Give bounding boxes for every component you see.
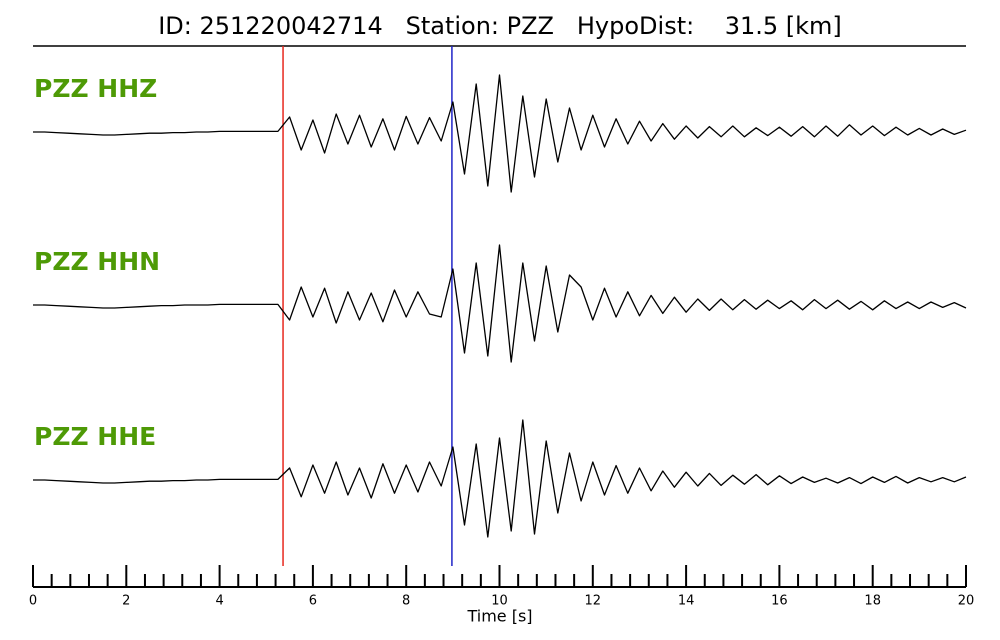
trace-label: PZZ HHN <box>34 247 160 276</box>
x-tick-label: 4 <box>215 594 223 609</box>
waveform <box>33 244 967 363</box>
x-tick-label: 16 <box>771 594 788 609</box>
chart-title: ID: 251220042714 Station: PZZ HypoDist: … <box>158 12 842 40</box>
x-tick-label: 12 <box>585 594 602 609</box>
x-tick-label: 2 <box>122 594 130 609</box>
waveform <box>33 74 967 193</box>
x-tick-label: 6 <box>309 594 317 609</box>
x-tick-label: 10 <box>491 594 508 609</box>
trace-label: PZZ HHE <box>34 422 156 451</box>
x-tick-label: 8 <box>402 594 410 609</box>
x-tick-label: 18 <box>864 594 881 609</box>
x-tick-label: 14 <box>678 594 695 609</box>
trace-label: PZZ HHZ <box>34 74 157 103</box>
x-axis-label: Time [s] <box>466 607 532 626</box>
x-tick-label: 0 <box>29 594 37 609</box>
x-tick-label: 20 <box>958 594 975 609</box>
waveform <box>33 419 967 538</box>
